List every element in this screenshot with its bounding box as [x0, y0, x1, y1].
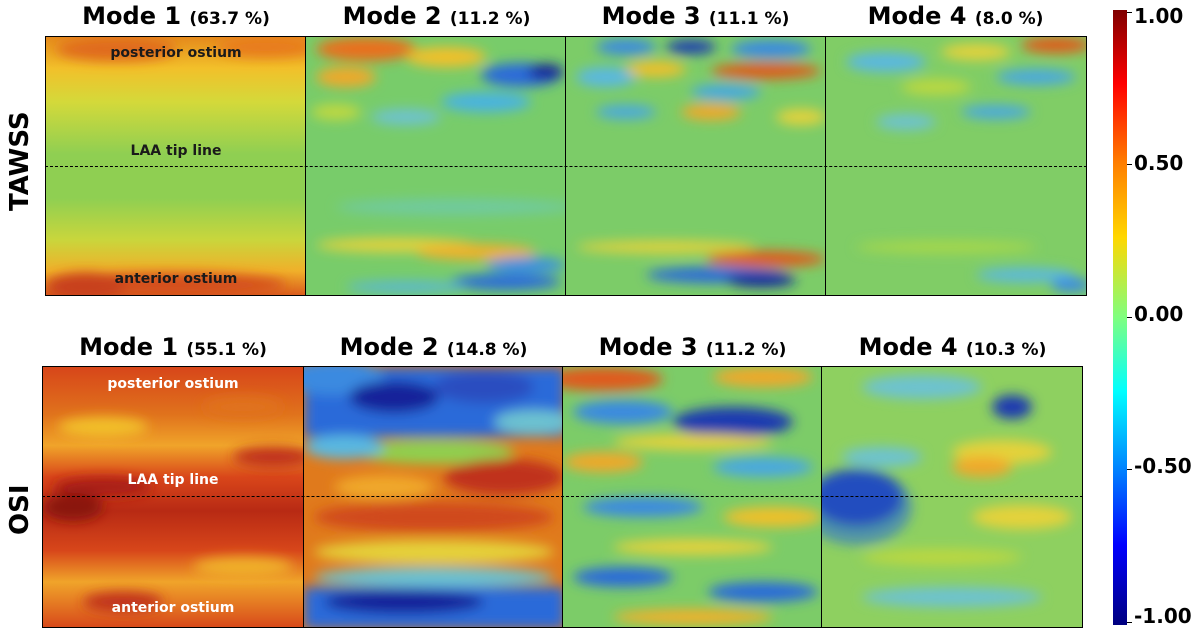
laa-tip-line-row-1 [45, 166, 1087, 167]
annotation-laa-tip-osi: LAA tip line [127, 472, 219, 488]
annotation-anterior-ostium-tawss: anterior ostium [114, 271, 238, 287]
colorbar-tickmark [1127, 622, 1132, 623]
row-label-osi: OSI [5, 484, 35, 535]
mode-energy: (8.0 %) [974, 9, 1044, 29]
heatmap-osi-mode-3 [562, 366, 823, 628]
mode-energy: (55.1 %) [186, 340, 267, 360]
colorbar-tick-label: 0.00 [1134, 302, 1184, 326]
mode-energy: (14.8 %) [446, 340, 528, 360]
title-tawss-mode-1: Mode 1 (63.7 %) [45, 2, 307, 30]
annotation-laa-tip-tawss: LAA tip line [130, 143, 222, 159]
heatmap-osi-mode-1 [42, 366, 305, 628]
mode-energy: (63.7 %) [189, 9, 270, 29]
annotation-posterior-ostium-osi: posterior ostium [107, 376, 239, 392]
colorbar-tickmark [1127, 164, 1132, 165]
title-osi-mode-4: Mode 4 (10.3 %) [822, 333, 1083, 361]
mode-name: Mode 4 [858, 333, 958, 361]
title-osi-mode-2: Mode 2 (14.8 %) [304, 333, 563, 361]
annotation-anterior-ostium-osi: anterior ostium [111, 600, 235, 616]
mode-name: Mode 4 [867, 2, 967, 30]
title-osi-mode-1: Mode 1 (55.1 %) [42, 333, 304, 361]
mode-name: Mode 1 [82, 2, 182, 30]
title-tawss-mode-3: Mode 3 (11.1 %) [566, 2, 825, 30]
colorbar-tickmark [1127, 469, 1132, 470]
mode-name: Mode 2 [339, 333, 439, 361]
heatmap-osi-mode-4 [821, 366, 1083, 628]
colorbar-tick-label: -0.50 [1134, 454, 1192, 478]
mode-name: Mode 3 [601, 2, 701, 30]
title-osi-mode-3: Mode 3 (11.2 %) [563, 333, 822, 361]
mode-name: Mode 3 [598, 333, 698, 361]
laa-tip-line-row-2 [42, 496, 1083, 497]
mode-name: Mode 2 [342, 2, 442, 30]
title-tawss-mode-4: Mode 4 (8.0 %) [825, 2, 1086, 30]
colorbar [1113, 10, 1127, 625]
colorbar-tickmark [1127, 12, 1132, 13]
colorbar-tick-label: 1.00 [1134, 4, 1184, 28]
colorbar-tick-label: 0.50 [1134, 151, 1184, 175]
heatmap-osi-mode-2 [303, 366, 564, 628]
mode-energy: (10.3 %) [965, 340, 1047, 360]
mode-energy: (11.2 %) [705, 340, 787, 360]
row-label-tawss: TAWSS [5, 111, 35, 211]
colorbar-tick-label: -1.00 [1134, 604, 1192, 628]
colorbar-tickmark [1127, 317, 1132, 318]
heatmap-tawss-mode-3 [565, 36, 826, 296]
mode-name: Mode 1 [79, 333, 179, 361]
mode-energy: (11.1 %) [708, 9, 790, 29]
title-tawss-mode-2: Mode 2 (11.2 %) [307, 2, 566, 30]
mode-energy: (11.2 %) [449, 9, 531, 29]
annotation-posterior-ostium-tawss: posterior ostium [110, 45, 242, 61]
